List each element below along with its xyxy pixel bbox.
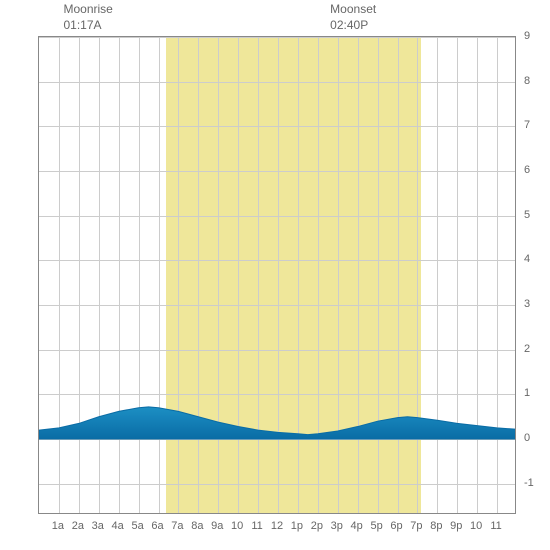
moonrise-label: Moonrise 01:17A bbox=[63, 2, 112, 33]
x-tick-label: 3a bbox=[92, 520, 104, 532]
x-tick-label: 8a bbox=[191, 520, 203, 532]
x-tick-label: 10 bbox=[231, 520, 243, 532]
plot-area bbox=[38, 36, 516, 514]
x-tick-label: 12 bbox=[271, 520, 283, 532]
x-tick-label: 11 bbox=[490, 520, 501, 532]
x-tick-label: 4a bbox=[112, 520, 124, 532]
y-tick-label: 3 bbox=[524, 298, 530, 310]
y-tick-label: 4 bbox=[524, 253, 530, 265]
x-tick-label: 10 bbox=[470, 520, 482, 532]
moonset-time: 02:40P bbox=[330, 18, 368, 32]
x-tick-label: 7p bbox=[410, 520, 422, 532]
x-tick-label: 8p bbox=[430, 520, 442, 532]
x-tick-label: 3p bbox=[331, 520, 343, 532]
moonset-title: Moonset bbox=[330, 2, 376, 16]
x-tick-label: 6p bbox=[390, 520, 402, 532]
y-tick-label: 2 bbox=[524, 343, 530, 355]
x-tick-label: 5a bbox=[131, 520, 143, 532]
y-tick-label: 9 bbox=[524, 30, 530, 42]
y-tick-label: 0 bbox=[524, 432, 530, 444]
y-tick-label: 8 bbox=[524, 75, 530, 87]
x-tick-label: 9a bbox=[211, 520, 223, 532]
moonrise-title: Moonrise bbox=[63, 2, 112, 16]
x-tick-label: 4p bbox=[351, 520, 363, 532]
x-tick-label: 9p bbox=[450, 520, 462, 532]
moonset-label: Moonset 02:40P bbox=[330, 2, 376, 33]
y-tick-label: 5 bbox=[524, 209, 530, 221]
x-tick-label: 5p bbox=[370, 520, 382, 532]
y-tick-label: 6 bbox=[524, 164, 530, 176]
tide-area bbox=[39, 37, 516, 514]
tide-chart: Moonrise 01:17A Moonset 02:40P 1a 2a 3a 4a 5… bbox=[0, 0, 550, 550]
x-tick-label: 1p bbox=[291, 520, 303, 532]
moonrise-time: 01:17A bbox=[63, 18, 101, 32]
y-tick-label: 7 bbox=[524, 119, 530, 131]
y-tick-label: -1 bbox=[524, 477, 534, 489]
x-tick-label: 6a bbox=[151, 520, 163, 532]
y-tick-label: 1 bbox=[524, 387, 530, 399]
x-tick-label: 2p bbox=[311, 520, 323, 532]
x-tick-label: 1a bbox=[52, 520, 64, 532]
x-tick-label: 11 bbox=[251, 520, 262, 532]
x-tick-label: 2a bbox=[72, 520, 84, 532]
x-tick-label: 7a bbox=[171, 520, 183, 532]
